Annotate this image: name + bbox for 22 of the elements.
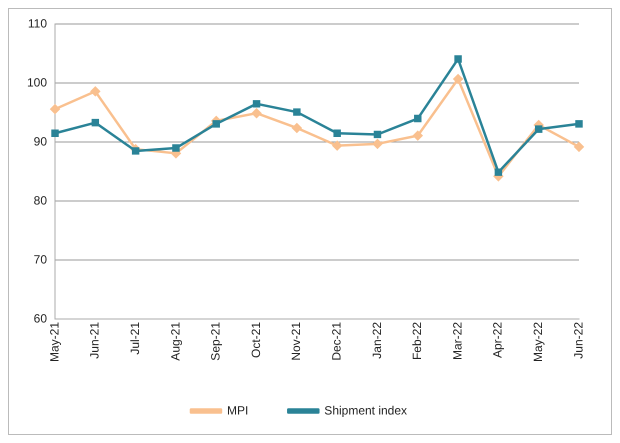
y-tick-label: 90: [34, 134, 48, 148]
x-tick-label: Mar-22: [450, 322, 464, 360]
y-tick-label: 110: [28, 16, 48, 31]
x-tick-label: May-22: [531, 322, 546, 362]
y-tick-label: 70: [34, 252, 48, 266]
x-tick-label: Nov-21: [289, 322, 304, 361]
x-tick-label: Jul-21: [128, 322, 142, 355]
y-tick-label: 60: [34, 311, 48, 326]
y-tick-label: 80: [34, 193, 48, 208]
x-tick-label: Sep-21: [208, 322, 223, 361]
x-tick-label: Jun-22: [571, 322, 586, 359]
x-tick-label: Jan-22: [370, 322, 384, 359]
x-tick-label: Feb-22: [410, 322, 424, 360]
legend-label: MPI: [226, 403, 248, 418]
y-tick-label: 100: [26, 75, 48, 90]
x-tick-label: Aug-21: [168, 322, 182, 361]
x-tick-label: Oct-21: [248, 322, 263, 358]
legend-label: Shipment index: [324, 403, 408, 418]
x-tick-label: May-21: [47, 322, 62, 362]
x-tick-label: Jun-21: [88, 322, 102, 359]
x-tick-label: Apr-22: [490, 322, 505, 358]
x-tick-label: Dec-21: [329, 322, 344, 361]
